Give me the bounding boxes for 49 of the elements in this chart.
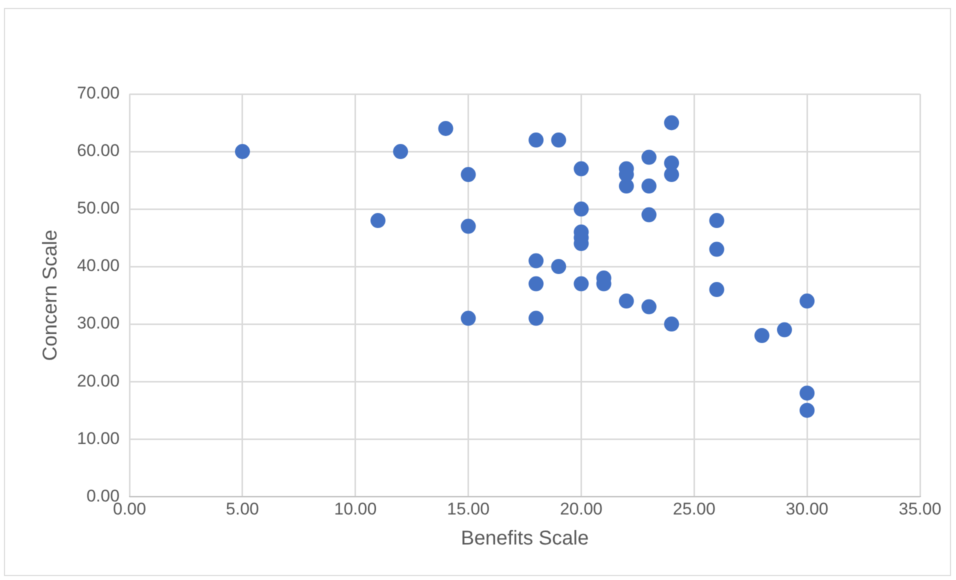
point — [460, 167, 476, 182]
x-tick-label: 20.00 — [560, 499, 603, 518]
point — [528, 276, 544, 292]
point — [664, 167, 680, 182]
point — [800, 386, 815, 401]
y-tick-label: 20.00 — [76, 371, 120, 390]
point — [641, 150, 656, 165]
y-tick-label: 70.00 — [76, 84, 120, 103]
point — [709, 213, 724, 228]
y-tick-label: 50.00 — [76, 198, 120, 218]
point — [528, 253, 544, 268]
point — [800, 402, 815, 418]
point — [234, 144, 250, 160]
y-tick-label: 60.00 — [76, 141, 120, 160]
point — [574, 276, 589, 292]
point — [618, 178, 634, 194]
point — [574, 161, 589, 176]
point — [709, 282, 724, 298]
point — [460, 310, 476, 326]
point — [641, 178, 656, 194]
point — [641, 207, 656, 222]
y-tick-label: 10.00 — [76, 428, 120, 448]
y-axis-title: Concern Scale — [40, 230, 62, 361]
point — [709, 242, 724, 257]
x-tick-label: 25.00 — [672, 499, 716, 518]
x-tick-label: 15.00 — [447, 499, 490, 518]
x-tick-label: 30.00 — [786, 499, 828, 518]
y-tick-label: 40.00 — [76, 256, 120, 276]
point — [754, 328, 770, 344]
point — [776, 322, 792, 338]
point — [528, 310, 544, 326]
point — [618, 294, 634, 309]
point — [460, 218, 476, 234]
x-axis-title: Benefits Scale — [460, 528, 589, 550]
x-tick-label: 5.00 — [226, 499, 260, 518]
point — [370, 213, 386, 228]
x-tick-label: 10.00 — [334, 499, 377, 518]
point — [664, 316, 680, 332]
point — [393, 144, 408, 160]
y-tick-label: 30.00 — [76, 314, 120, 333]
point — [574, 202, 589, 217]
point — [800, 294, 815, 309]
point — [551, 132, 566, 148]
x-tick-label: 35.00 — [898, 499, 942, 518]
point — [528, 132, 544, 148]
point — [438, 121, 454, 136]
point — [641, 299, 656, 314]
point — [664, 115, 680, 130]
point — [551, 259, 566, 274]
